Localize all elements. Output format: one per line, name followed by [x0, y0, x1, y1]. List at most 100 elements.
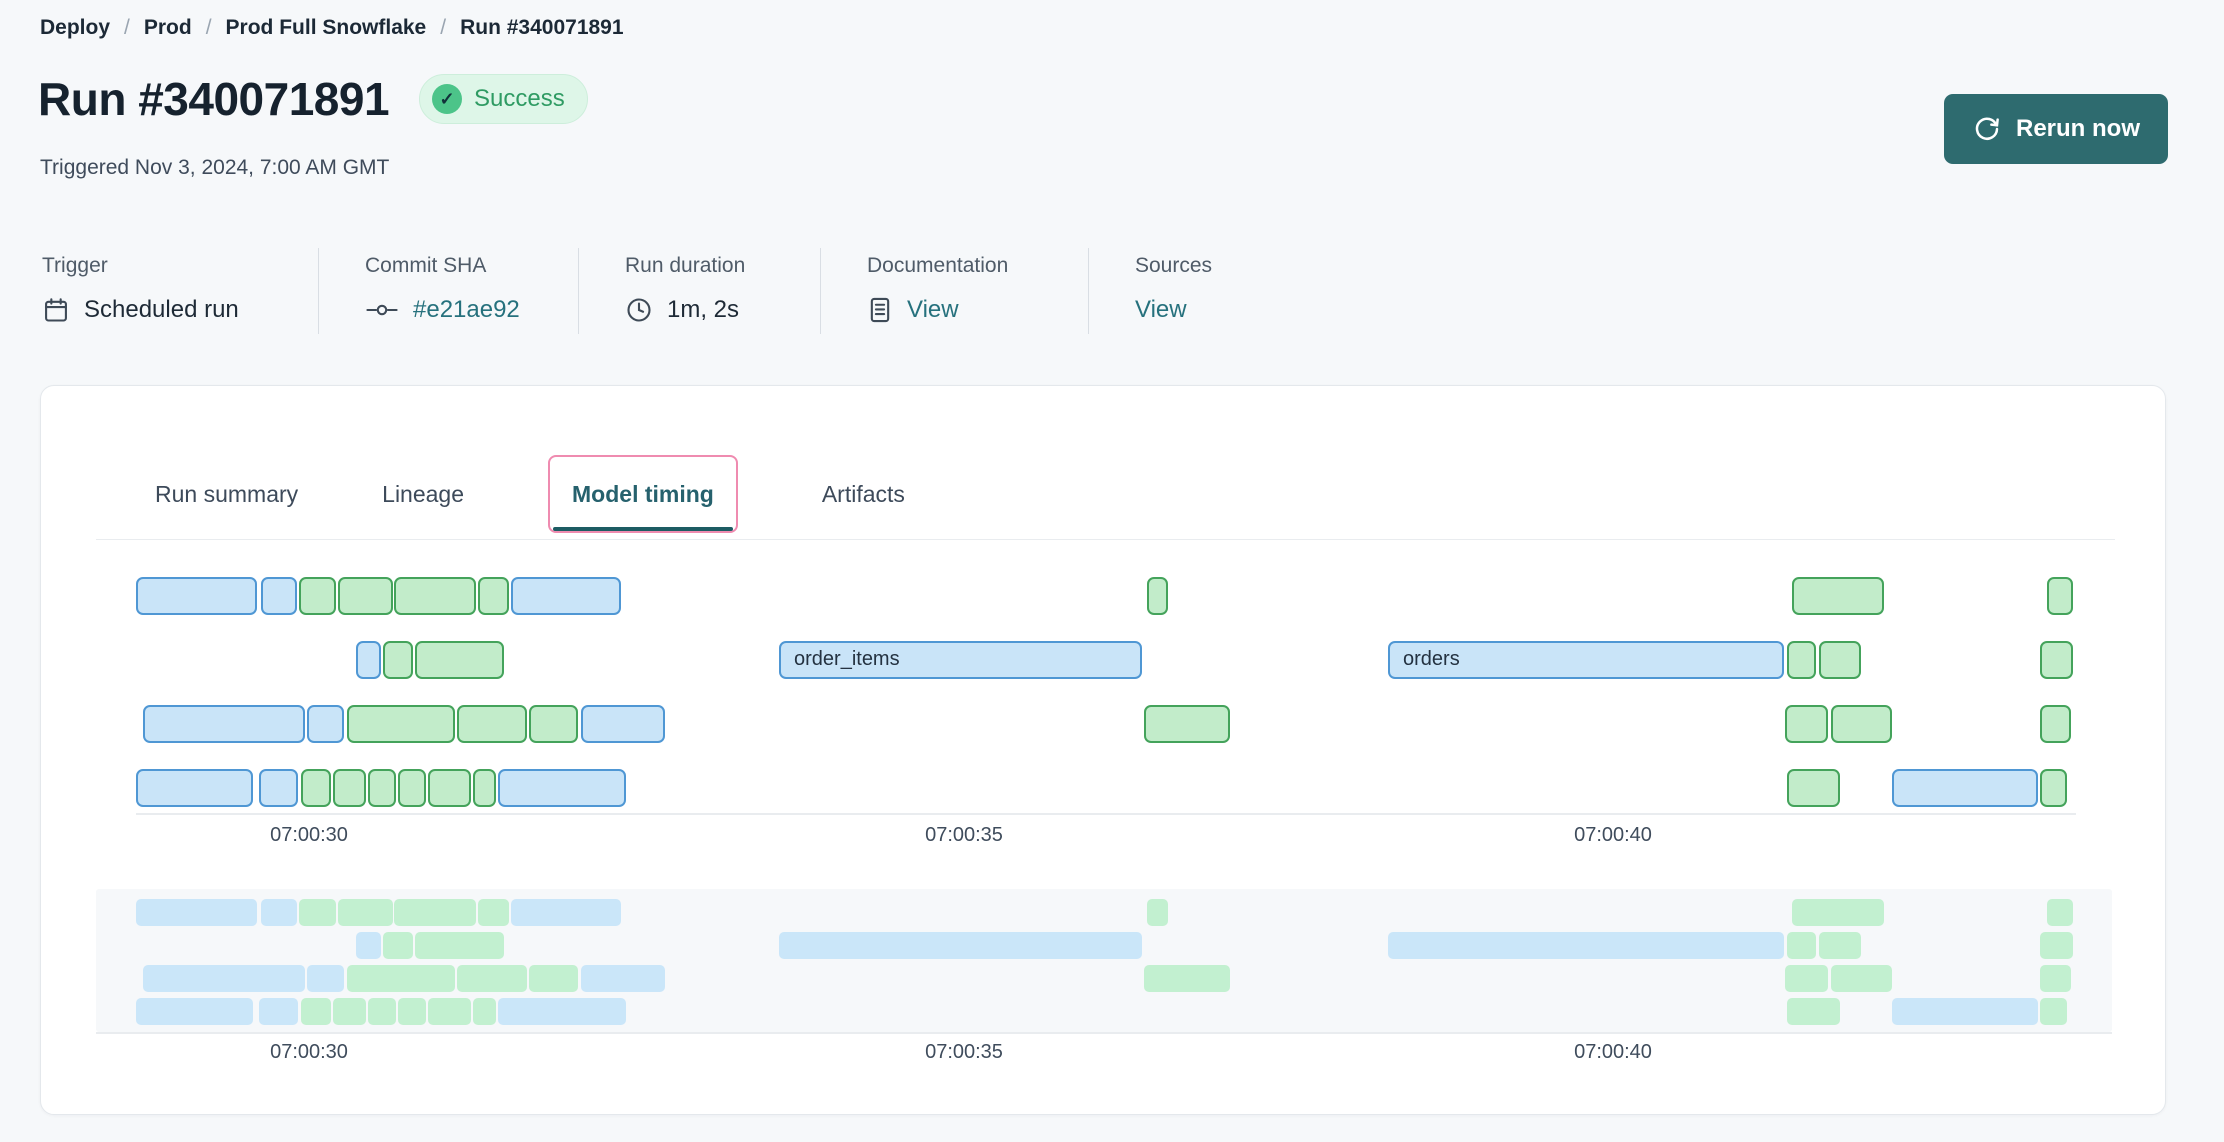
- gantt-bar: [143, 965, 305, 992]
- gantt-bar[interactable]: [415, 641, 504, 679]
- gantt-bar[interactable]: [1144, 705, 1230, 743]
- gantt-bar[interactable]: [1787, 769, 1840, 807]
- gantt-bar: [473, 998, 496, 1025]
- gantt-bar: [261, 899, 297, 926]
- meta-value-link[interactable]: View: [867, 296, 1088, 324]
- breadcrumb-separator: /: [205, 16, 212, 39]
- gantt-bar[interactable]: [1819, 641, 1861, 679]
- gantt-bar: [498, 998, 626, 1025]
- meta-col-sources: Sources View: [1088, 248, 1288, 334]
- status-badge: ✓ Success: [419, 74, 588, 124]
- gantt-bar[interactable]: [143, 705, 305, 743]
- gantt-bar: [356, 932, 381, 959]
- gantt-axis-line: [136, 813, 2076, 815]
- gantt-bar[interactable]: [1787, 641, 1816, 679]
- gantt-bar: [511, 899, 621, 926]
- gantt-bar[interactable]: [511, 577, 621, 615]
- gantt-bar[interactable]: [457, 705, 527, 743]
- tab-artifacts[interactable]: Artifacts: [821, 480, 905, 507]
- gantt-bar-orders: [1388, 932, 1784, 959]
- status-badge-label: Success: [474, 85, 565, 112]
- gantt-bar[interactable]: [1831, 705, 1892, 743]
- model-timing-overview[interactable]: [96, 889, 2112, 1032]
- check-icon: ✓: [432, 84, 463, 114]
- gantt-bar[interactable]: [473, 769, 496, 807]
- gantt-bar: [347, 965, 455, 992]
- gantt-bar: [1147, 899, 1168, 926]
- gantt-bar-order_items: [779, 932, 1142, 959]
- gantt-bar: [1831, 965, 1892, 992]
- gantt-bar[interactable]: [398, 769, 426, 807]
- gantt-bar[interactable]: [356, 641, 381, 679]
- gantt-bar[interactable]: [394, 577, 476, 615]
- gantt-bar-label: orders: [1403, 648, 1460, 670]
- gantt-bar: [2047, 899, 2073, 926]
- rerun-now-button[interactable]: Rerun now: [1944, 94, 2168, 164]
- meta-label: Sources: [1135, 254, 1213, 277]
- gantt-bar[interactable]: [1147, 577, 1168, 615]
- tab-lineage[interactable]: Lineage: [382, 480, 465, 507]
- axis-tick-label: 07:00:40: [1574, 824, 1652, 846]
- gantt-bar: [338, 899, 393, 926]
- meta-value: 1m, 2s: [625, 296, 820, 324]
- gantt-bar[interactable]: [338, 577, 393, 615]
- calendar-icon: [42, 296, 70, 324]
- gantt-bar: [2040, 932, 2073, 959]
- gantt-bar[interactable]: [2047, 577, 2073, 615]
- gantt-bar[interactable]: [333, 769, 366, 807]
- gantt-bar[interactable]: [307, 705, 344, 743]
- gantt-bar[interactable]: [428, 769, 471, 807]
- gantt-bar[interactable]: [383, 641, 413, 679]
- gantt-bar: [136, 998, 253, 1025]
- gantt-bar: [1792, 899, 1884, 926]
- gantt-bar[interactable]: [478, 577, 509, 615]
- tab-run-summary[interactable]: Run summary: [155, 480, 299, 507]
- meta-col-run-duration: Run duration 1m, 2s: [578, 248, 820, 334]
- gantt-bar: [394, 899, 476, 926]
- gantt-bar: [415, 932, 504, 959]
- breadcrumb-item-run-340071891: Run #340071891: [460, 16, 624, 39]
- gantt-bar: [581, 965, 665, 992]
- meta-col-trigger: Trigger Scheduled run: [40, 248, 318, 334]
- gantt-bar[interactable]: [259, 769, 298, 807]
- meta-col-commit-sha: Commit SHA #e21ae92: [318, 248, 578, 334]
- meta-value-link[interactable]: View: [1135, 296, 1288, 324]
- gantt-bar[interactable]: [581, 705, 665, 743]
- gantt-bar[interactable]: [347, 705, 455, 743]
- gantt-bar[interactable]: [2040, 641, 2073, 679]
- gantt-bar[interactable]: [1792, 577, 1884, 615]
- clock-icon: [625, 296, 653, 324]
- gantt-bar[interactable]: [529, 705, 578, 743]
- gantt-bar[interactable]: [1892, 769, 2038, 807]
- meta-value-link[interactable]: #e21ae92: [365, 296, 578, 324]
- gantt-bar[interactable]: [136, 769, 253, 807]
- triggered-timestamp: Triggered Nov 3, 2024, 7:00 AM GMT: [40, 156, 390, 179]
- gantt-bar[interactable]: [368, 769, 396, 807]
- gantt-bar[interactable]: [2040, 769, 2067, 807]
- overview-axis-ticks: 07:00:30 07:00:35 07:00:40: [136, 1041, 2076, 1067]
- gantt-bar: [529, 965, 578, 992]
- gantt-bar[interactable]: [261, 577, 297, 615]
- gantt-bar[interactable]: [299, 577, 336, 615]
- gantt-bar-orders[interactable]: orders: [1388, 641, 1784, 679]
- gantt-bar[interactable]: [136, 577, 257, 615]
- breadcrumb-item-prod-full-snowflake[interactable]: Prod Full Snowflake: [225, 16, 427, 39]
- meta-value-text: #e21ae92: [413, 296, 520, 323]
- meta-value-text: 1m, 2s: [667, 296, 740, 323]
- tab-divider: [96, 539, 2115, 540]
- gantt-bar[interactable]: [2040, 705, 2071, 743]
- commit-icon: [365, 296, 399, 324]
- gantt-bar[interactable]: [301, 769, 331, 807]
- meta-label: Commit SHA: [365, 254, 487, 277]
- breadcrumb-item-prod[interactable]: Prod: [143, 16, 192, 39]
- overview-axis-line: [96, 1032, 2112, 1034]
- gantt-bar[interactable]: [1785, 705, 1828, 743]
- gantt-bar[interactable]: [498, 769, 626, 807]
- breadcrumb-item-deploy[interactable]: Deploy: [40, 16, 111, 39]
- meta-col-documentation: Documentation View: [820, 248, 1088, 334]
- axis-tick-label: 07:00:30: [270, 1041, 348, 1063]
- breadcrumb: Deploy / Prod / Prod Full Snowflake / Run #340…: [40, 16, 624, 40]
- tab-model-timing[interactable]: Model timing: [548, 455, 738, 533]
- gantt-bar-order_items[interactable]: order_items: [779, 641, 1142, 679]
- axis-tick-label: 07:00:35: [925, 824, 1003, 846]
